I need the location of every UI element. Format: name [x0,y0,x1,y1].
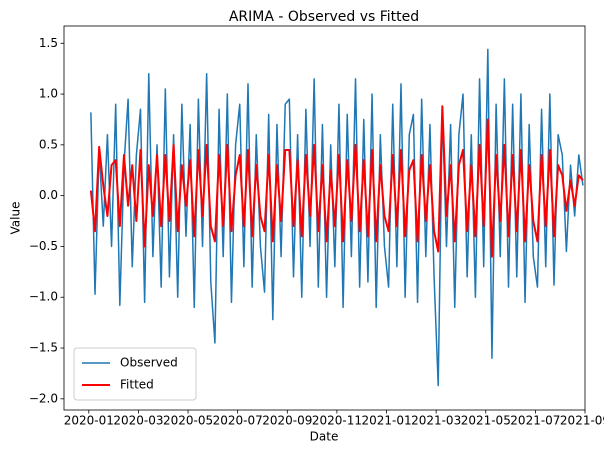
legend-label: Observed [120,356,178,370]
x-tick-label: 2020-05 [163,414,213,428]
x-tick-label: 2020-01 [64,414,114,428]
y-tick-label: 1.0 [39,87,58,101]
x-tick-label: 2021-03 [411,414,461,428]
x-tick-label: 2021-05 [461,414,511,428]
x-tick-label: 2021-09 [560,414,604,428]
y-tick-label: −1.5 [29,341,58,355]
x-tick-label: 2021-07 [510,414,560,428]
y-tick-label: 0.0 [39,188,58,202]
x-axis-label: Date [310,430,339,444]
x-tick-label: 2020-11 [312,414,362,428]
y-tick-label: −2.0 [29,391,58,405]
series-line [89,105,584,258]
y-tick-label: −0.5 [29,239,58,253]
chart-title: ARIMA - Observed vs Fitted [229,9,419,25]
legend-box [73,347,197,401]
plot-frame [63,25,586,411]
x-tick-label: 2021-01 [361,414,411,428]
y-axis-label: Value [9,202,23,235]
y-tick-label: 1.5 [39,36,58,50]
y-tick-label: 0.5 [39,137,58,151]
x-tick-label: 2020-03 [113,414,163,428]
x-tick-label: 2020-07 [213,414,263,428]
y-tick-label: −1.0 [29,290,58,304]
x-tick-label: 2020-09 [262,414,312,428]
legend-label: Fitted [120,378,154,392]
